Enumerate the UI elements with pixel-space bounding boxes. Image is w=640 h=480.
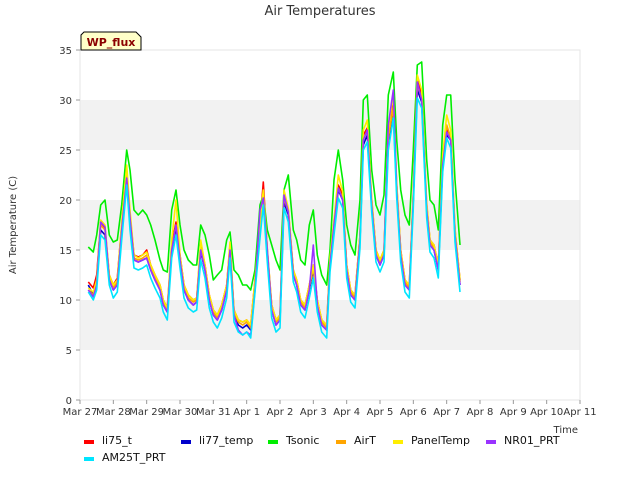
grid-band [80,350,580,400]
x-tick-label: Mar 30 [163,407,198,418]
wp-flux-badge: WP_flux [80,31,142,51]
badge-label: WP_flux [87,36,136,49]
legend: li75_t li77_temp Tsonic AirT PanelTemp NR01_P… [84,434,560,464]
legend-label-nr01-prt: NR01_PRT [504,434,560,447]
y-tick-label: 0 [66,396,72,407]
x-tick-label: Apr 6 [400,407,427,418]
grid-band [80,300,580,350]
plot-background [79,49,581,401]
x-tick-label: Apr 5 [367,407,394,418]
series-line-tsonic [87,61,461,291]
x-tick-label: Mar 27 [63,407,98,418]
legend-swatch-airt [336,440,346,444]
chart-title: Air Temperatures [264,4,375,19]
y-tick-label: 10 [59,296,72,307]
y-tick-label: 25 [59,146,72,157]
legend-label-paneltemp: PanelTemp [411,434,470,447]
y-axis-label: Air Temperature (C) [8,176,19,274]
legend-swatch-paneltemp [393,440,403,444]
x-axis-label: Time [553,425,578,436]
legend-swatch-li77-temp [181,440,191,444]
series-line-am25t-prt [87,97,461,339]
x-tick-label: Apr 4 [333,407,360,418]
grid-band [80,150,580,200]
grid-band [80,100,580,150]
x-tick-label: Mar 31 [196,407,231,418]
legend-label-am25t-prt: AM25T_PRT [102,451,166,464]
x-tick-label: Apr 1 [233,407,260,418]
legend-label-tsonic: Tsonic [285,434,319,447]
legend-swatch-tsonic [268,440,278,444]
y-tick-label: 15 [59,246,72,257]
x-tick-label: Apr 3 [300,407,327,418]
grid-band [80,50,580,100]
legend-swatch-li75-t [84,440,94,444]
legend-label-airt: AirT [354,434,376,447]
legend-swatch-am25t-prt [84,457,94,461]
legend-label-li75-t: li75_t [102,434,133,447]
legend-label-li77-temp: li77_temp [199,434,253,447]
legend-swatch-nr01-prt [486,440,496,444]
y-axis: 0 5 10 15 20 25 30 35 [59,46,80,407]
x-tick-label: Apr 10 [530,407,563,418]
y-tick-label: 20 [59,196,72,207]
x-tick-label: Apr 11 [563,407,596,418]
plot-frame [79,49,581,401]
x-tick-label: Apr 8 [467,407,494,418]
y-tick-label: 35 [59,46,72,57]
y-tick-label: 5 [66,346,72,357]
y-tick-label: 30 [59,96,72,107]
x-tick-label: Mar 28 [96,407,131,418]
series-lines [87,61,461,339]
x-tick-label: Apr 7 [433,407,460,418]
x-tick-label: Mar 29 [129,407,164,418]
x-tick-label: Apr 9 [500,407,527,418]
badge-shape [80,31,142,51]
x-tick-label: Apr 2 [267,407,294,418]
